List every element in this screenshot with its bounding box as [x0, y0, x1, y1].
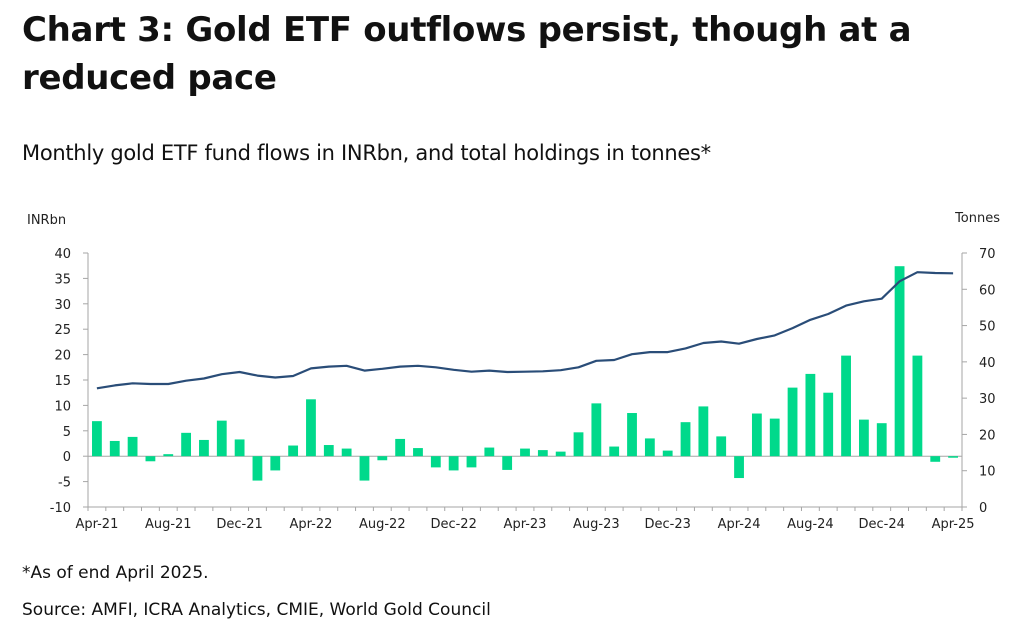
chart-subtitle: Monthly gold ETF fund flows in INRbn, an…	[22, 141, 711, 165]
fund-flow-bar	[734, 456, 744, 479]
fund-flow-bar	[751, 413, 762, 457]
fund-flow-bar	[823, 392, 834, 457]
bars-layer	[92, 266, 958, 481]
y-tick-label: 40	[54, 247, 71, 262]
fund-flow-bar	[92, 421, 102, 457]
line-layer	[96, 271, 954, 390]
holdings-line	[96, 271, 954, 390]
x-tick-label: Aug-23	[573, 517, 620, 532]
chart: INRbn Tonnes 4035302520151050-5-10706050…	[27, 211, 1000, 532]
y-tick-label: 20	[54, 349, 71, 364]
fund-flow-bar	[288, 445, 299, 457]
fund-flow-bar	[662, 450, 673, 457]
fund-flow-bar	[930, 456, 941, 462]
fund-flow-bar	[502, 456, 513, 470]
fund-flow-bar	[430, 456, 441, 468]
fund-flow-bar	[894, 266, 905, 457]
fund-flow-bar	[609, 446, 620, 457]
fund-flow-bar	[876, 423, 887, 457]
chart-title: Chart 3: Gold ETF outflows persist, thou…	[22, 10, 912, 98]
fund-flow-bar	[216, 420, 227, 457]
fund-flow-bar	[805, 373, 816, 457]
y-tick-label: 5	[63, 425, 71, 440]
axes-layer	[83, 252, 967, 511]
fund-flow-bar	[306, 399, 316, 457]
x-tick-label: Dec-24	[859, 517, 905, 532]
x-tick-label: Dec-21	[216, 517, 262, 532]
y-axis-label: INRbn	[27, 213, 66, 228]
fund-flow-bar	[413, 448, 423, 457]
x-tick-label: Aug-24	[787, 517, 834, 532]
y-tick-label: 15	[54, 374, 71, 389]
y-tick-label: 0	[63, 450, 71, 465]
y-tick-label: -10	[50, 501, 71, 516]
tick-labels-layer: 4035302520151050-5-10706050403020100Apr-…	[50, 247, 996, 532]
fund-flow-bar	[627, 413, 637, 457]
fund-flow-bar	[395, 438, 406, 457]
x-tick-label: Dec-22	[430, 517, 476, 532]
x-tick-label: Apr-24	[718, 517, 761, 532]
y-tick-label: -5	[58, 476, 71, 491]
fund-flow-bar	[537, 450, 548, 457]
fund-flow-bar	[145, 456, 156, 462]
fund-flow-bar	[644, 438, 655, 457]
fund-flow-bar	[163, 454, 174, 457]
fund-flow-bar	[769, 418, 780, 457]
y2-tick-label: 10	[979, 465, 996, 480]
fund-flow-bar	[948, 456, 958, 458]
y2-axis-label: Tonnes	[954, 211, 1000, 226]
fund-flow-bar	[698, 406, 709, 457]
fund-flow-bar	[181, 432, 192, 457]
fund-flow-bar	[341, 448, 352, 457]
fund-flow-bar	[716, 436, 727, 457]
fund-flow-bar	[448, 456, 459, 471]
fund-flow-bar	[359, 456, 370, 481]
fund-flow-bar	[858, 419, 869, 457]
x-tick-label: Aug-22	[359, 517, 406, 532]
fund-flow-bar	[841, 355, 851, 457]
y2-tick-label: 0	[979, 501, 987, 516]
y2-tick-label: 20	[979, 428, 996, 443]
x-tick-label: Dec-23	[644, 517, 690, 532]
fund-flow-bar	[323, 445, 334, 457]
fund-flow-bar	[270, 456, 281, 471]
y2-tick-label: 40	[979, 356, 996, 371]
y-tick-label: 30	[54, 298, 71, 313]
fund-flow-bar	[555, 451, 566, 457]
source-note: Source: AMFI, ICRA Analytics, CMIE, Worl…	[22, 600, 491, 620]
y2-tick-label: 50	[979, 320, 996, 335]
fund-flow-bar	[377, 456, 388, 461]
fund-flow-bar	[109, 440, 120, 457]
fund-flow-bar	[127, 436, 138, 457]
x-tick-label: Apr-25	[932, 517, 975, 532]
x-tick-label: Apr-23	[504, 517, 547, 532]
fund-flow-bar	[199, 439, 209, 457]
y2-tick-label: 30	[979, 392, 996, 407]
y-tick-label: 35	[54, 272, 71, 287]
x-tick-label: Apr-22	[290, 517, 333, 532]
y2-tick-label: 60	[979, 283, 996, 298]
fund-flow-bar	[787, 387, 798, 457]
x-tick-label: Aug-21	[145, 517, 192, 532]
fund-flow-bar	[912, 355, 923, 457]
fund-flow-bar	[466, 456, 477, 468]
fund-flow-bar	[591, 403, 602, 457]
y-tick-label: 10	[54, 399, 71, 414]
y2-tick-label: 70	[979, 247, 996, 262]
fund-flow-bar	[484, 447, 495, 457]
y-tick-label: 25	[54, 323, 71, 338]
fund-flow-bar	[252, 456, 263, 481]
fund-flow-bar	[573, 432, 584, 457]
x-tick-label: Apr-21	[75, 517, 118, 532]
fund-flow-bar	[680, 422, 691, 457]
footnote: *As of end April 2025.	[22, 563, 209, 583]
fund-flow-bar	[520, 448, 530, 457]
fund-flow-bar	[234, 439, 245, 457]
